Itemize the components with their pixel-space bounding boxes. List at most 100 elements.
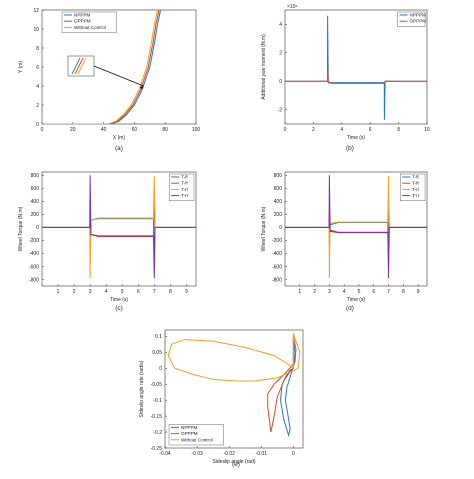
y-tick-label: 0.05 <box>152 350 162 356</box>
axis-exponent: ×10⁴ <box>287 4 298 10</box>
legend-box <box>400 173 426 201</box>
y-tick-label: 2 <box>279 51 282 57</box>
y-tick-label: -200 <box>272 238 282 244</box>
plot-frame <box>284 9 428 125</box>
y-tick-label: -2 <box>278 108 283 114</box>
y-tick-label: -800 <box>272 277 282 283</box>
x-tick-label: 7 <box>387 289 390 295</box>
inset-line <box>71 57 81 75</box>
y-tick-label: 400 <box>274 199 283 205</box>
x-tick-label: 80 <box>162 127 168 133</box>
x-tick-label: 1 <box>57 289 60 295</box>
legend-entry: T-rr <box>412 193 420 198</box>
series-line-t-rr <box>285 175 427 279</box>
y-tick-label: -0.05 <box>151 382 163 388</box>
x-tick-label: 6 <box>372 289 375 295</box>
y-tick-label: 200 <box>31 212 40 218</box>
x-axis-label: X (m) <box>113 135 126 141</box>
x-tick-label: -0.03 <box>191 451 203 457</box>
x-tick-label: -0.02 <box>223 451 235 457</box>
x-tick-label: 4 <box>343 289 346 295</box>
y-axis-label: Wheel Torque (N.m) <box>261 206 267 251</box>
chart-d: 1 2 3 4 5 6 7 8 9 -800 -600 -400 -200 0 200 400 600 800 Ti… <box>261 171 428 312</box>
y-tick-label: 2 <box>36 103 39 109</box>
y-tick-label: 800 <box>31 173 40 179</box>
y-tick-label: 4 <box>36 84 39 90</box>
legend-entry: T-rl <box>412 187 419 192</box>
x-tick-label: 0 <box>292 451 295 457</box>
inset-line <box>77 57 87 75</box>
x-tick-label: 2 <box>312 127 315 133</box>
series-line-opppm <box>285 66 427 85</box>
chart-c: 1 2 3 4 5 6 7 8 9 -800 -600 -400 -200 0 200 400 600 800 Ti… <box>18 171 197 312</box>
legend: T-flT-frT-rlT-rr <box>400 173 426 201</box>
x-tick-label: 4 <box>340 127 343 133</box>
x-tick-label: 6 <box>369 127 372 133</box>
series-line-npppm <box>42 10 162 124</box>
legend-entry: OPPPM <box>181 431 198 436</box>
legend-box <box>168 424 224 446</box>
x-tick-label: 9 <box>185 289 188 295</box>
y-tick-label: 400 <box>31 199 40 205</box>
legend-box <box>168 173 195 201</box>
y-axis-label: Y (m) <box>18 61 24 73</box>
y-tick-label: -0.2 <box>153 430 162 436</box>
x-tick-label: 5 <box>358 289 361 295</box>
y-axis-label: Sideslip angle rate (rad/s) <box>139 360 145 417</box>
y-tick-label: 0 <box>279 79 282 85</box>
series-line-without-control <box>42 10 158 124</box>
inset-arrow <box>93 65 144 87</box>
x-tick-label: 0 <box>284 127 287 133</box>
y-tick-label: 4 <box>279 22 282 28</box>
x-tick-label: 9 <box>417 289 420 295</box>
legend-entry: NPPPM <box>74 13 91 18</box>
legend-entry: OPPPM <box>410 19 427 24</box>
legend-entry: NPPPM <box>410 13 427 18</box>
y-tick-label: -600 <box>272 264 282 270</box>
y-tick-label: -600 <box>29 264 39 270</box>
legend-box <box>61 11 117 33</box>
inset-arrowhead <box>139 86 144 90</box>
legend-entry: Without Control <box>74 25 106 30</box>
x-tick-label: 2 <box>313 289 316 295</box>
y-tick-label: 10 <box>33 27 39 33</box>
legend-entry: T-rr <box>181 193 189 198</box>
y-tick-label: 0.1 <box>155 334 162 340</box>
series-line-without-control <box>167 333 301 382</box>
x-tick-label: 5 <box>121 289 124 295</box>
legend-entry: T-fr <box>181 181 188 186</box>
legend-entry: T-fl <box>181 175 187 180</box>
legend: T-flT-frT-rlT-rr <box>168 173 195 201</box>
y-tick-label: 0 <box>159 366 162 372</box>
y-tick-label: -800 <box>29 277 39 283</box>
y-tick-label: 0 <box>279 225 282 231</box>
x-tick-label: 20 <box>70 127 76 133</box>
y-tick-label: 6 <box>36 65 39 71</box>
x-tick-label: 2 <box>73 289 76 295</box>
y-tick-label: -200 <box>29 238 39 244</box>
y-tick-label: 200 <box>274 212 283 218</box>
series-line-npppm <box>285 15 427 120</box>
chart-a: 0 20 40 60 80 100 0 2 4 6 8 10 12 X (m) Y (m) NPPPMOPPP… <box>18 8 200 152</box>
series-line-opppm <box>42 10 160 124</box>
y-tick-label: -0.15 <box>151 414 163 420</box>
x-tick-label: 6 <box>137 289 140 295</box>
x-axis-label: Time (s) <box>110 297 128 303</box>
x-tick-label: 60 <box>132 127 138 133</box>
inset-line <box>74 57 84 75</box>
x-tick-label: 8 <box>169 289 172 295</box>
y-tick-label: 0 <box>36 225 39 231</box>
panel-label-b: (b) <box>346 145 354 152</box>
y-axis-label: Additional yaw moment (N.m) <box>261 34 267 100</box>
x-tick-label: 10 <box>424 127 430 133</box>
panel-label-c: (c) <box>115 305 123 312</box>
x-tick-label: 8 <box>397 127 400 133</box>
series-line-opppm <box>267 336 297 433</box>
x-tick-label: -0.01 <box>256 451 268 457</box>
y-tick-label: 0 <box>36 122 39 128</box>
y-tick-label: -0.1 <box>153 398 162 404</box>
